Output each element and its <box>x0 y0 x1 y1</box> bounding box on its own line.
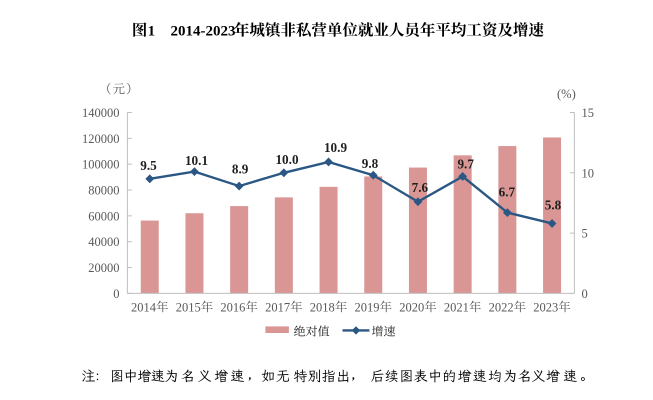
svg-text:20000: 20000 <box>88 261 119 275</box>
svg-text:9.7: 9.7 <box>457 157 474 172</box>
svg-text:10.1: 10.1 <box>185 153 208 168</box>
svg-text:15: 15 <box>582 106 595 120</box>
svg-text:2015: 2015 <box>176 300 201 314</box>
svg-text:40000: 40000 <box>88 235 119 249</box>
svg-text:10.0: 10.0 <box>275 152 298 167</box>
svg-text:2014-2023: 2014-2023 <box>171 23 236 39</box>
svg-text:2019: 2019 <box>355 300 380 314</box>
svg-text:140000: 140000 <box>82 106 120 120</box>
svg-text:60000: 60000 <box>88 209 119 223</box>
svg-text:2020: 2020 <box>399 300 424 314</box>
svg-text:2016: 2016 <box>220 300 245 314</box>
svg-text:100000: 100000 <box>82 158 120 172</box>
svg-text:10: 10 <box>582 166 595 180</box>
svg-text:9.5: 9.5 <box>140 158 157 173</box>
svg-text:0: 0 <box>582 287 588 301</box>
svg-text:10.9: 10.9 <box>324 140 347 155</box>
svg-text:2022: 2022 <box>489 300 514 314</box>
svg-text:8.9: 8.9 <box>232 162 249 177</box>
svg-text:2017: 2017 <box>265 300 290 314</box>
svg-text:9.8: 9.8 <box>362 156 379 171</box>
svg-text:80000: 80000 <box>88 184 119 198</box>
svg-text:6.7: 6.7 <box>499 184 516 199</box>
svg-text:5.8: 5.8 <box>545 198 562 213</box>
svg-text:0: 0 <box>113 287 119 301</box>
svg-text:2018: 2018 <box>310 300 335 314</box>
svg-text:2014: 2014 <box>131 300 157 314</box>
svg-text:(%): (%) <box>557 87 576 101</box>
svg-text:7.6: 7.6 <box>412 180 429 195</box>
svg-text:5: 5 <box>582 227 588 241</box>
svg-text:120000: 120000 <box>82 132 120 146</box>
svg-text:1: 1 <box>148 23 156 39</box>
svg-text:2023: 2023 <box>533 300 558 314</box>
svg-text:2021: 2021 <box>444 300 469 314</box>
